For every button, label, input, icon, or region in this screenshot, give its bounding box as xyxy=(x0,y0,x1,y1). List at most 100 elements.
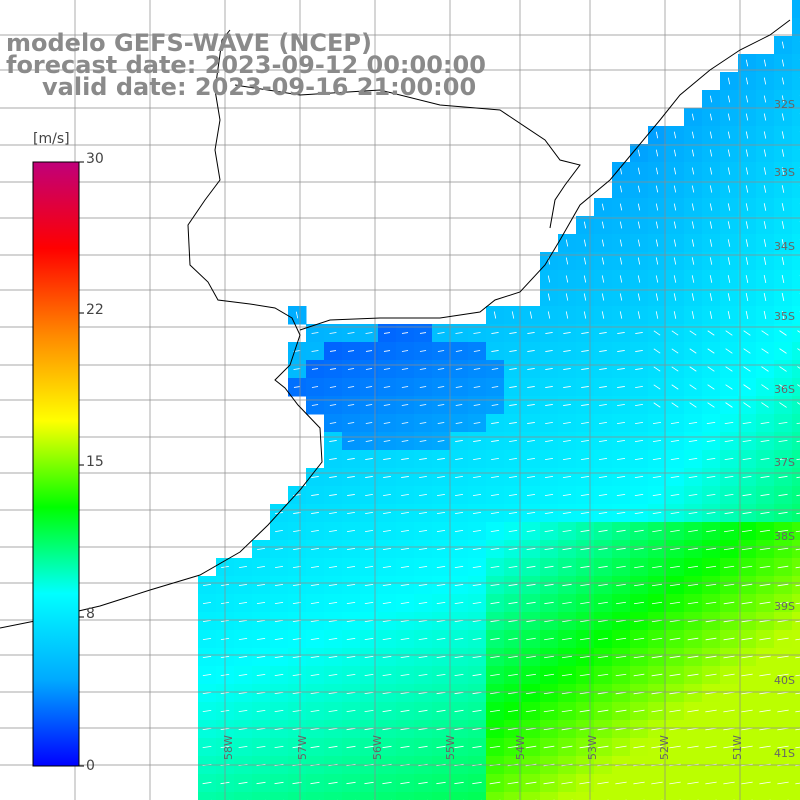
wind-arrow xyxy=(525,709,537,713)
wind-arrow xyxy=(491,386,499,388)
wind-arrow xyxy=(705,547,717,551)
wind-arrow xyxy=(777,781,789,785)
wind-arrow xyxy=(670,565,680,569)
wind-arrow xyxy=(473,332,481,334)
wind-arrow xyxy=(581,368,589,370)
wind-arrow xyxy=(382,709,392,713)
wind-arrow xyxy=(673,167,677,175)
wind-arrow xyxy=(490,547,500,551)
wind-arrow xyxy=(401,350,409,352)
wind-arrow xyxy=(725,330,733,336)
wind-arrow xyxy=(418,655,428,659)
wind-arrow xyxy=(597,637,609,641)
wind-arrow xyxy=(347,332,355,334)
wind-arrow xyxy=(563,440,571,442)
wind-arrow xyxy=(364,781,374,785)
wind-arrow xyxy=(490,673,500,677)
wind-arrow xyxy=(455,386,463,388)
wind-arrow xyxy=(274,584,284,586)
wind-arrow xyxy=(723,601,735,605)
wind-arrow xyxy=(581,422,589,424)
wind-arrow xyxy=(633,673,645,677)
wind-cell xyxy=(792,702,800,721)
wind-cell xyxy=(792,360,800,379)
wind-arrow xyxy=(796,476,800,479)
wind-arrow xyxy=(725,402,733,408)
wind-cell xyxy=(792,666,800,685)
wind-arrow xyxy=(687,619,699,623)
wind-arrow xyxy=(274,745,284,749)
wind-arrow xyxy=(634,493,644,497)
wind-arrow xyxy=(619,275,623,283)
wind-arrow xyxy=(652,475,662,479)
wind-arrow xyxy=(781,310,785,320)
wind-arrow xyxy=(597,691,609,695)
wind-arrow xyxy=(436,655,446,659)
wind-arrow xyxy=(329,332,337,334)
wind-arrow xyxy=(742,439,752,443)
wind-arrow xyxy=(599,422,607,424)
wind-arrow xyxy=(329,404,337,406)
wind-arrow xyxy=(329,386,337,388)
wind-arrow xyxy=(763,149,767,157)
latitude-label: 39S xyxy=(774,600,795,613)
wind-arrow xyxy=(562,619,572,623)
wind-arrow xyxy=(781,59,785,67)
wind-arrow xyxy=(745,293,749,301)
wind-arrow xyxy=(346,655,356,659)
wind-arrow xyxy=(723,619,735,623)
wind-arrow xyxy=(741,727,753,731)
wind-arrow xyxy=(346,637,356,641)
wind-arrow xyxy=(759,619,771,623)
wind-arrow xyxy=(727,239,731,247)
wind-arrow xyxy=(635,386,643,388)
wind-arrow xyxy=(490,565,500,569)
wind-arrow xyxy=(759,745,771,749)
wind-arrow xyxy=(274,709,284,713)
wind-arrow xyxy=(346,601,356,605)
wind-arrow xyxy=(795,638,800,641)
wind-cell xyxy=(792,630,800,649)
wind-arrow xyxy=(724,421,734,425)
wind-arrow xyxy=(561,673,573,677)
wind-cell xyxy=(486,792,505,800)
wind-arrow xyxy=(543,673,555,677)
wind-arrow xyxy=(544,476,554,478)
wind-cell xyxy=(720,792,739,800)
wind-arrow xyxy=(328,745,338,749)
wind-arrow xyxy=(779,366,787,372)
wind-arrow xyxy=(293,530,301,532)
wind-arrow xyxy=(760,421,770,425)
wind-arrow xyxy=(688,421,698,425)
wind-arrow xyxy=(651,673,663,677)
wind-arrow xyxy=(419,422,427,424)
wind-arrow xyxy=(436,691,446,695)
wind-arrow xyxy=(616,583,626,587)
wind-arrow xyxy=(347,350,355,352)
wind-arrow xyxy=(509,368,517,370)
longitude-label: 53W xyxy=(586,735,599,760)
wind-arrow xyxy=(745,203,749,211)
wind-arrow xyxy=(579,709,591,713)
wind-arrow xyxy=(202,727,212,731)
wind-arrow xyxy=(311,350,319,352)
wind-arrow xyxy=(311,332,319,334)
wind-arrow xyxy=(709,203,713,211)
wind-arrow xyxy=(579,655,591,659)
wind-arrow xyxy=(579,637,591,641)
wind-arrow xyxy=(619,221,623,229)
wind-arrow xyxy=(507,691,519,695)
wind-arrow xyxy=(634,565,644,569)
wind-arrow xyxy=(526,673,536,677)
wind-arrow xyxy=(723,745,735,749)
wind-arrow xyxy=(601,275,605,283)
wind-arrow xyxy=(400,547,410,551)
wind-arrow xyxy=(579,727,591,731)
wind-arrow xyxy=(311,404,319,406)
wind-arrow xyxy=(472,745,482,749)
valid-date: valid date: 2023-09-16 21:00:00 xyxy=(42,73,477,101)
wind-arrow xyxy=(691,113,695,121)
wind-arrow xyxy=(508,476,518,478)
wind-arrow xyxy=(310,727,320,731)
wind-arrow xyxy=(527,422,535,424)
